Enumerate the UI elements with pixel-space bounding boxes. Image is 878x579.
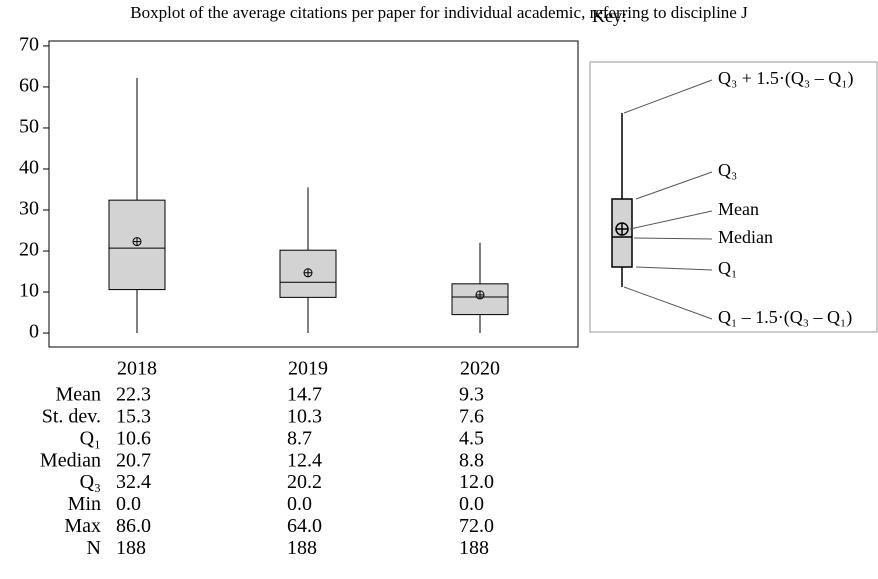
table-cell: 10.3 bbox=[287, 405, 322, 427]
key-label: Median bbox=[718, 227, 773, 247]
key-title: Key: bbox=[592, 6, 627, 26]
y-tick-label: 0 bbox=[29, 321, 39, 343]
key-label: Q₃ bbox=[718, 160, 737, 180]
leader-line bbox=[633, 237, 713, 240]
y-tick-label: 40 bbox=[19, 157, 39, 179]
table-row-label: St. dev. bbox=[42, 405, 101, 427]
leader-line bbox=[629, 210, 713, 230]
key-label: Q₁ – 1.5·(Q₃ – Q₁) bbox=[718, 307, 852, 328]
key-leaders bbox=[623, 79, 713, 320]
key-frame bbox=[589, 61, 878, 333]
key-label: Q₁ bbox=[718, 258, 737, 278]
table-cell: 20.2 bbox=[287, 471, 322, 493]
leader-line bbox=[635, 266, 713, 271]
table-cell: 12.4 bbox=[287, 449, 322, 471]
table-cell: 20.7 bbox=[116, 449, 151, 471]
y-tick-label: 70 bbox=[19, 34, 39, 56]
y-tick-label: 30 bbox=[19, 198, 39, 220]
chart-title: Boxplot of the average citations per pap… bbox=[130, 3, 748, 22]
table-cell: 188 bbox=[459, 537, 489, 559]
table-cell: 8.7 bbox=[287, 427, 312, 449]
table-row-label: N bbox=[87, 537, 101, 559]
x-tick-label: 2019 bbox=[288, 358, 328, 380]
leader-line bbox=[623, 286, 713, 320]
table-cell: 72.0 bbox=[459, 515, 494, 537]
y-tick-label: 60 bbox=[19, 75, 39, 97]
table-cell: 14.7 bbox=[287, 384, 322, 406]
table-cell: 32.4 bbox=[116, 471, 151, 493]
key-label: Mean bbox=[718, 199, 759, 219]
leader-line bbox=[623, 79, 713, 114]
table-cell: 12.0 bbox=[459, 471, 494, 493]
key-label: Q₃ + 1.5·(Q₃ – Q₁) bbox=[718, 68, 853, 89]
table-cell: 64.0 bbox=[287, 515, 322, 537]
table-cell: 188 bbox=[116, 537, 146, 559]
table-row-label: Q₁ bbox=[80, 427, 101, 449]
x-tick-label: 2020 bbox=[460, 358, 500, 380]
y-tick-label: 20 bbox=[19, 239, 39, 261]
table-cell: 15.3 bbox=[116, 405, 151, 427]
table-cell: 188 bbox=[287, 537, 317, 559]
key-sample bbox=[611, 113, 633, 287]
x-tick-label: 2018 bbox=[117, 358, 157, 380]
y-tick-label: 10 bbox=[19, 280, 39, 302]
y-tick-label: 50 bbox=[19, 116, 39, 138]
table-cell: 0.0 bbox=[287, 493, 312, 515]
table-cell: 0.0 bbox=[459, 493, 484, 515]
table-cell: 0.0 bbox=[116, 493, 141, 515]
table-cell: 86.0 bbox=[116, 515, 151, 537]
table-row-label: Median bbox=[40, 449, 101, 471]
leader-line bbox=[635, 171, 713, 200]
table-row-label: Max bbox=[64, 515, 101, 537]
table-cell: 7.6 bbox=[459, 405, 484, 427]
table-cell: 4.5 bbox=[459, 427, 484, 449]
table-row-label: Min bbox=[68, 493, 101, 515]
table-cell: 10.6 bbox=[116, 427, 151, 449]
table-cell: 22.3 bbox=[116, 384, 151, 406]
table-row-label: Mean bbox=[55, 384, 101, 406]
table-row-label: Q₃ bbox=[80, 471, 101, 493]
plot-frame bbox=[48, 40, 579, 348]
table-cell: 9.3 bbox=[459, 384, 484, 406]
box bbox=[108, 199, 166, 291]
table-cell: 8.8 bbox=[459, 449, 484, 471]
